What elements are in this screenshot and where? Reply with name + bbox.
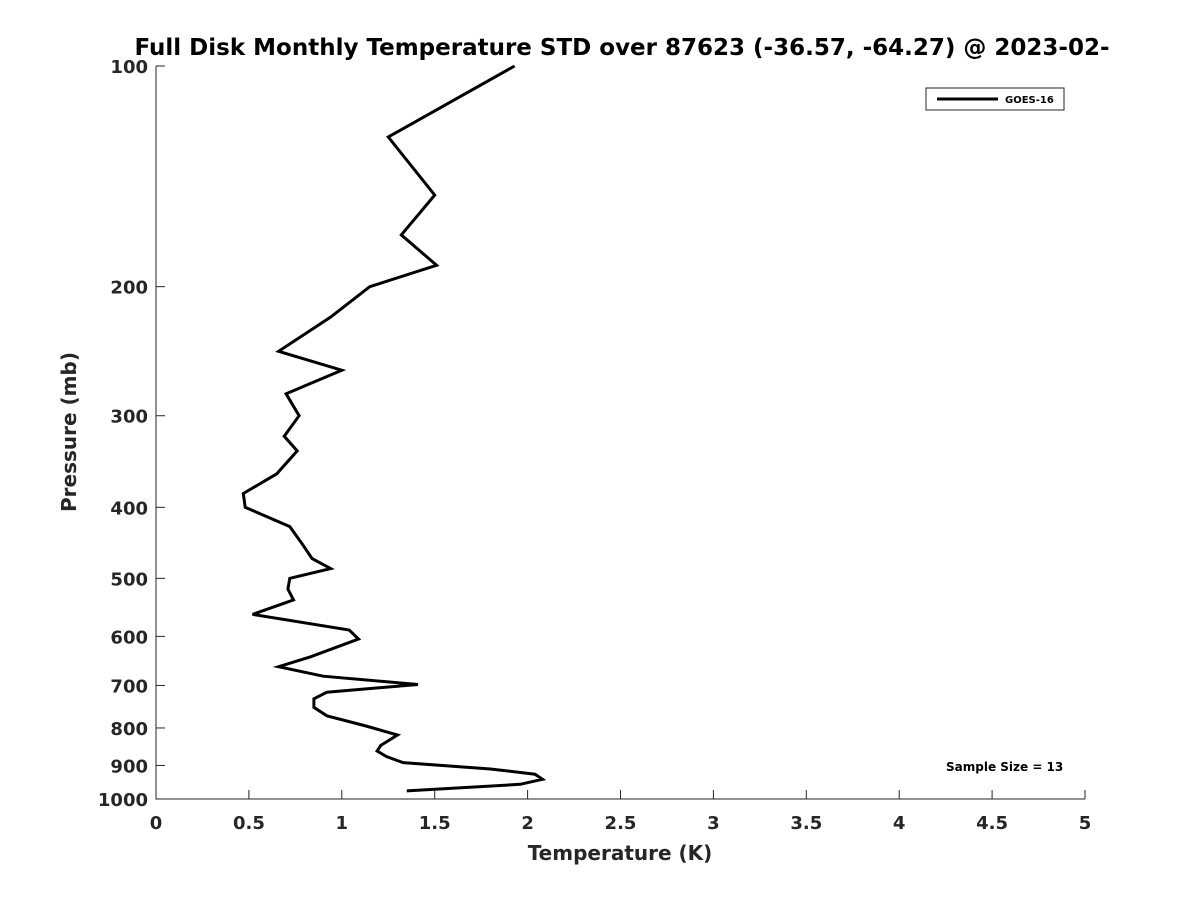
series-layer (241, 64, 547, 793)
y-tick-label: 900 (110, 756, 148, 777)
chart-title: Full Disk Monthly Temperature STD over 8… (134, 35, 1109, 61)
x-tick-label: 5 (1079, 813, 1092, 834)
plot-area: 0 0.5 1 1.5 2 2.5 3 3.5 4 4.5 5 100 200 300 400 500 600… (98, 57, 1091, 834)
x-tick-label: 1.5 (419, 813, 451, 834)
sample-size-annotation: Sample Size = 13 (946, 760, 1063, 774)
y-tick-label: 700 (110, 676, 148, 697)
x-tick-label: 4 (893, 813, 906, 834)
y-tick-label: 500 (110, 569, 148, 590)
y-tick-label: 400 (110, 498, 148, 519)
y-tick-label: 600 (110, 627, 148, 648)
axes-frame (155, 66, 1085, 800)
y-tick-label: 300 (110, 407, 148, 428)
x-tick-label: 4.5 (976, 813, 1008, 834)
y-axis-ticks: 100 200 300 400 500 600 700 800 900 1000 (98, 57, 165, 811)
x-tick-label: 0.5 (233, 813, 265, 834)
y-tick-label: 1000 (98, 790, 148, 811)
series-line-goes-16 (241, 64, 547, 793)
x-tick-label: 0 (150, 813, 163, 834)
x-tick-label: 2 (521, 813, 534, 834)
x-axis-ticks: 0 0.5 1 1.5 2 2.5 3 3.5 4 4.5 5 (150, 790, 1092, 834)
legend: GOES-16 (925, 87, 1065, 111)
legend-entry-goes-16: GOES-16 (1005, 95, 1054, 106)
x-axis-label: Temperature (K) (528, 841, 713, 865)
y-tick-label: 200 (110, 278, 148, 299)
y-tick-label: 800 (110, 719, 148, 740)
x-tick-label: 3 (707, 813, 720, 834)
y-axis-label: Pressure (mb) (57, 352, 81, 512)
y-tick-label: 100 (110, 57, 148, 78)
x-tick-label: 2.5 (605, 813, 637, 834)
x-tick-label: 1 (336, 813, 349, 834)
x-tick-label: 3.5 (790, 813, 822, 834)
